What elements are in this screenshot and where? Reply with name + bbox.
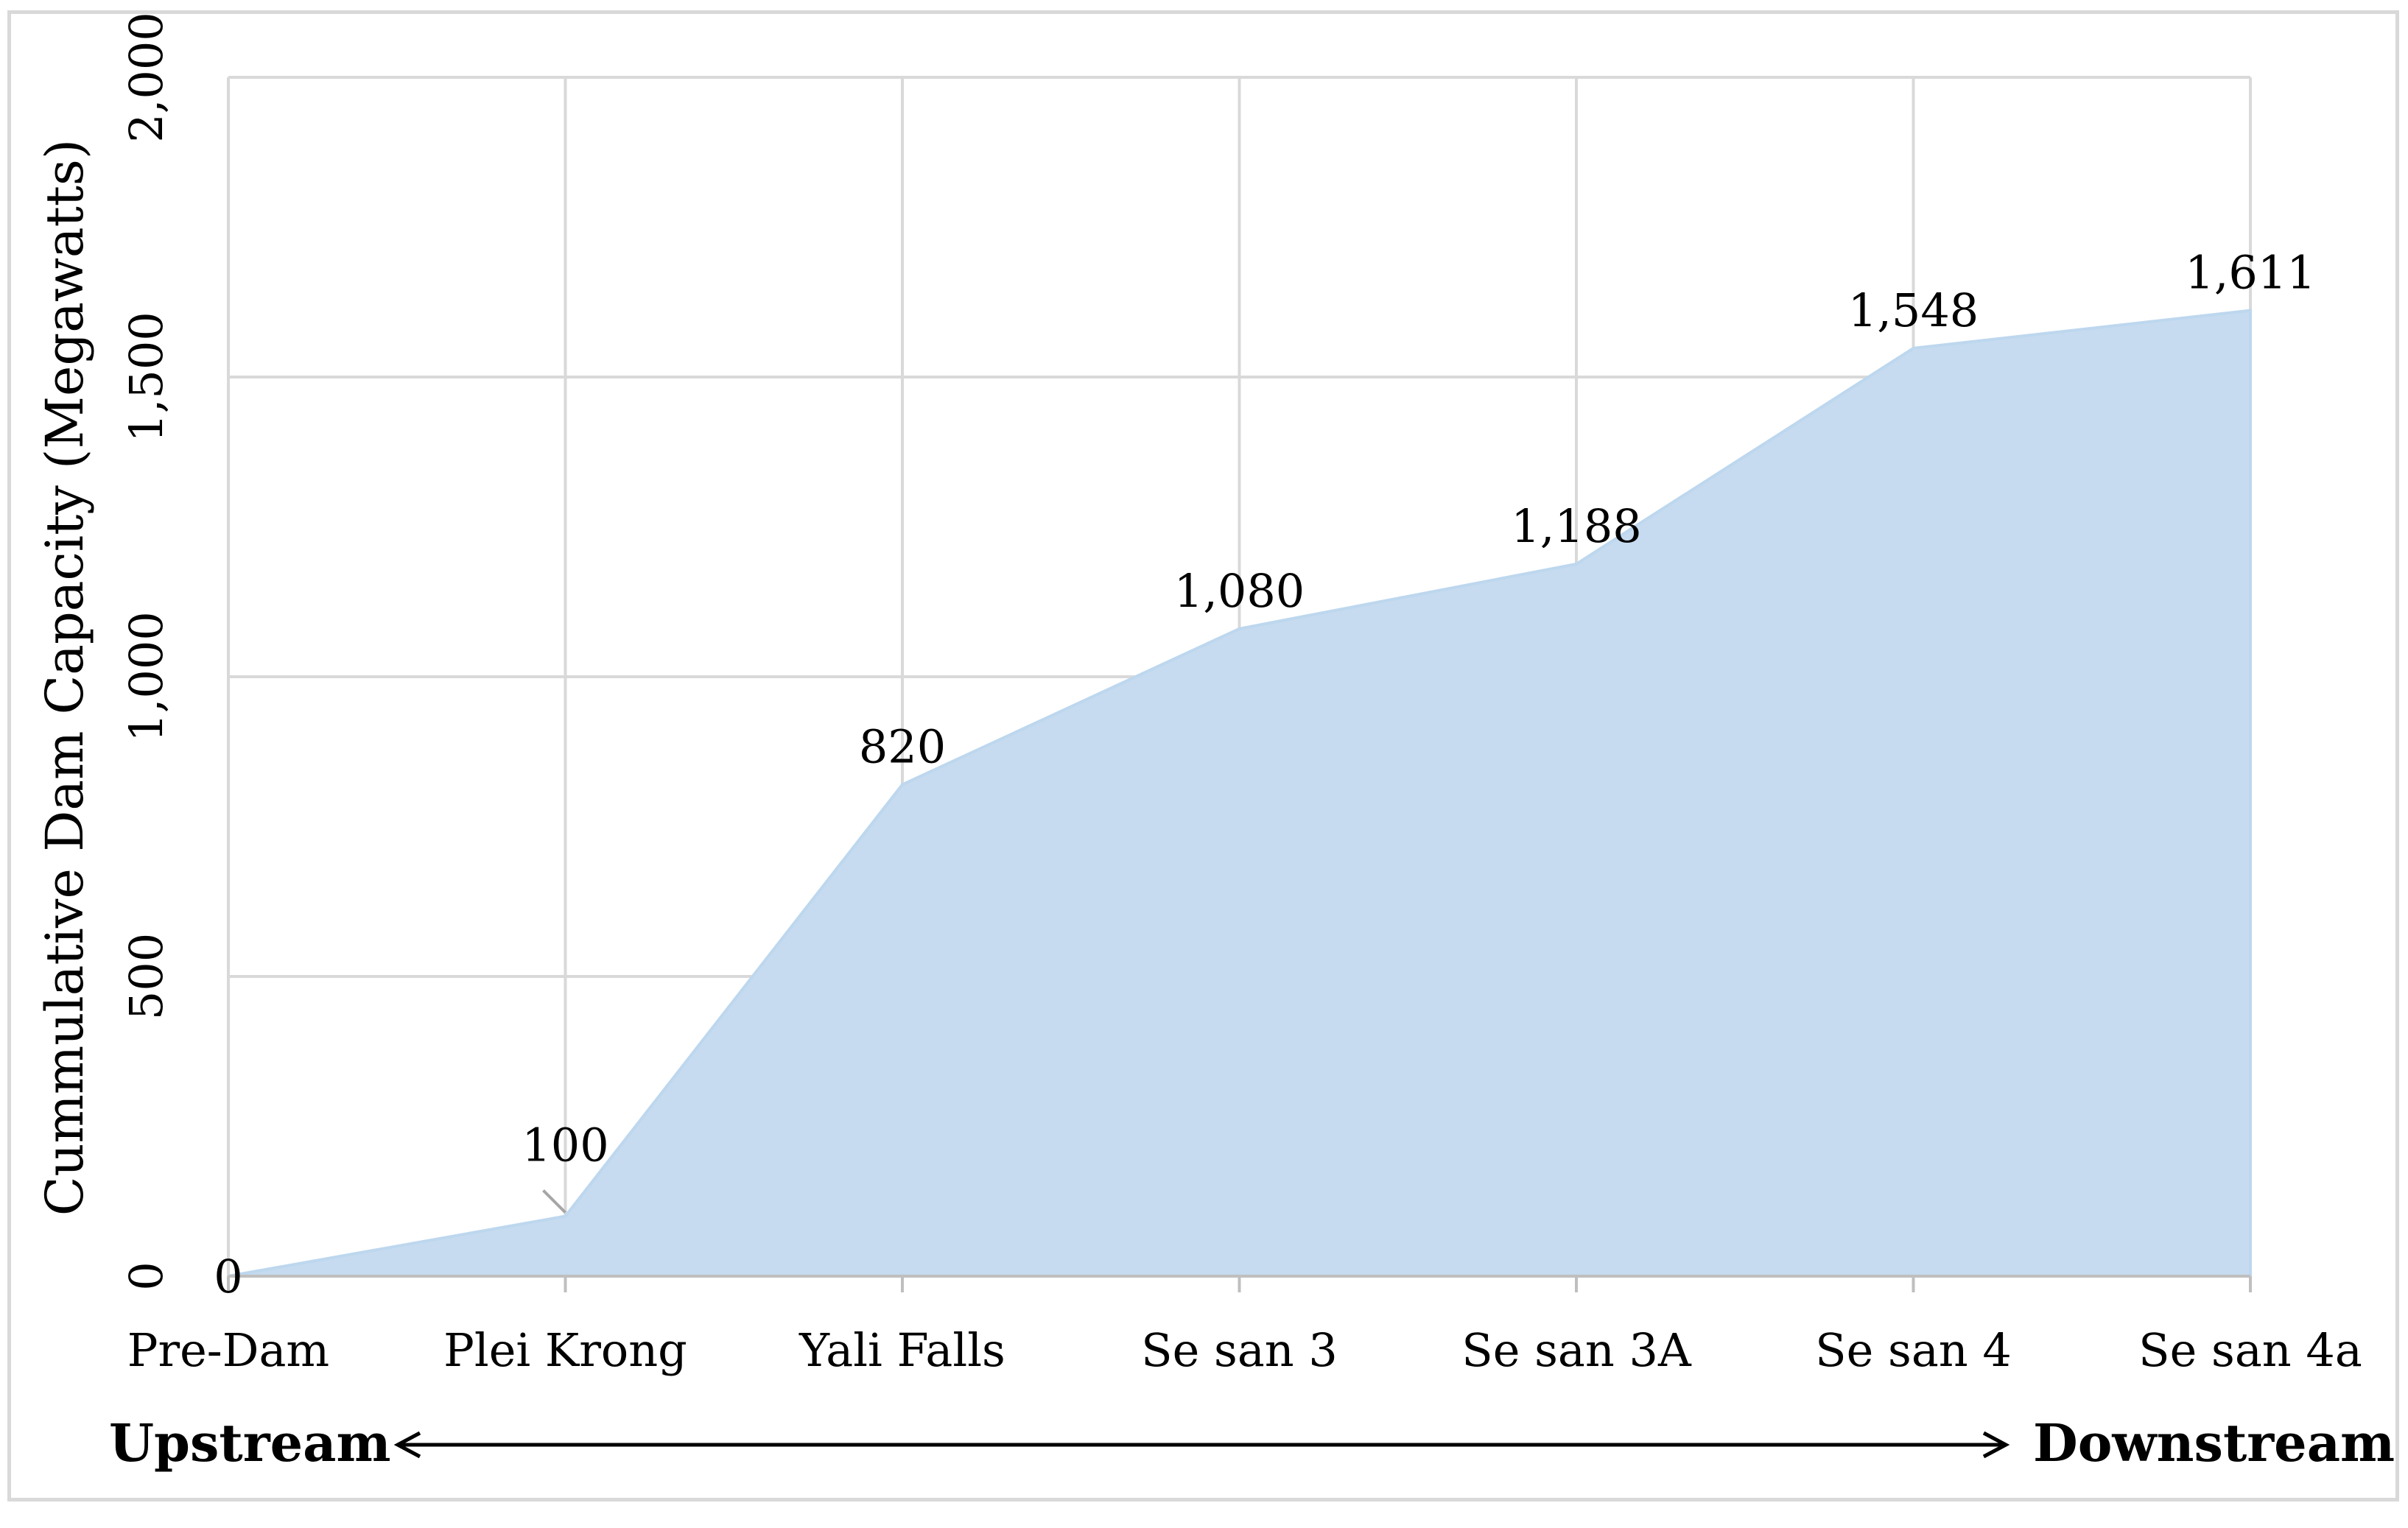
- downstream-label: Downstream: [2033, 1412, 2395, 1474]
- x-tick-label-0: Pre-Dam: [127, 1323, 329, 1377]
- x-tick-label-1: Plei Krong: [443, 1323, 687, 1377]
- x-tick-label-6: Se san 4a: [2138, 1323, 2362, 1377]
- y-tick-label-1: 500: [119, 933, 173, 1020]
- data-label-3: 1,080: [1174, 564, 1305, 618]
- data-label-5: 1,548: [1848, 284, 1979, 337]
- leader-line-1: [542, 1189, 566, 1214]
- data-label-0: 0: [214, 1250, 242, 1303]
- area-series: [228, 309, 2252, 1278]
- data-label-4: 1,188: [1511, 499, 1642, 553]
- area-layer: [228, 309, 2252, 1278]
- direction-indicator: Upstream Downstream: [109, 1412, 2395, 1474]
- data-label-2: 820: [859, 720, 946, 774]
- data-label-1: 100: [522, 1119, 608, 1172]
- upstream-label: Upstream: [109, 1412, 391, 1474]
- data-label-6: 1,611: [2185, 246, 2316, 300]
- axis-layer: [227, 1275, 2252, 1292]
- y-tick-label-3: 1,500: [119, 311, 173, 443]
- y-tick-label-2: 1,000: [119, 611, 173, 742]
- x-tick-labels: Pre-Dam Plei Krong Yali Falls Se san 3 Se sa…: [127, 1323, 2362, 1377]
- data-labels: 0 100 820 1,080 1,188 1,548 1,611: [214, 246, 2315, 1303]
- y-tick-labels: 0 500 1,000 1,500 2,000: [119, 12, 173, 1290]
- y-tick-label-4: 2,000: [119, 12, 173, 143]
- x-tick-label-4: Se san 3A: [1461, 1323, 1692, 1377]
- x-tick-label-3: Se san 3: [1141, 1323, 1338, 1377]
- x-tick-label-5: Se san 4: [1815, 1323, 2012, 1377]
- y-tick-label-0: 0: [119, 1261, 173, 1290]
- y-axis-title: Cummulative Dam Capacity (Megawatts): [35, 139, 95, 1216]
- arrow-head-right-icon: [1982, 1431, 2010, 1459]
- arrow-head-left-icon: [393, 1431, 421, 1459]
- x-tick-label-2: Yali Falls: [798, 1323, 1005, 1377]
